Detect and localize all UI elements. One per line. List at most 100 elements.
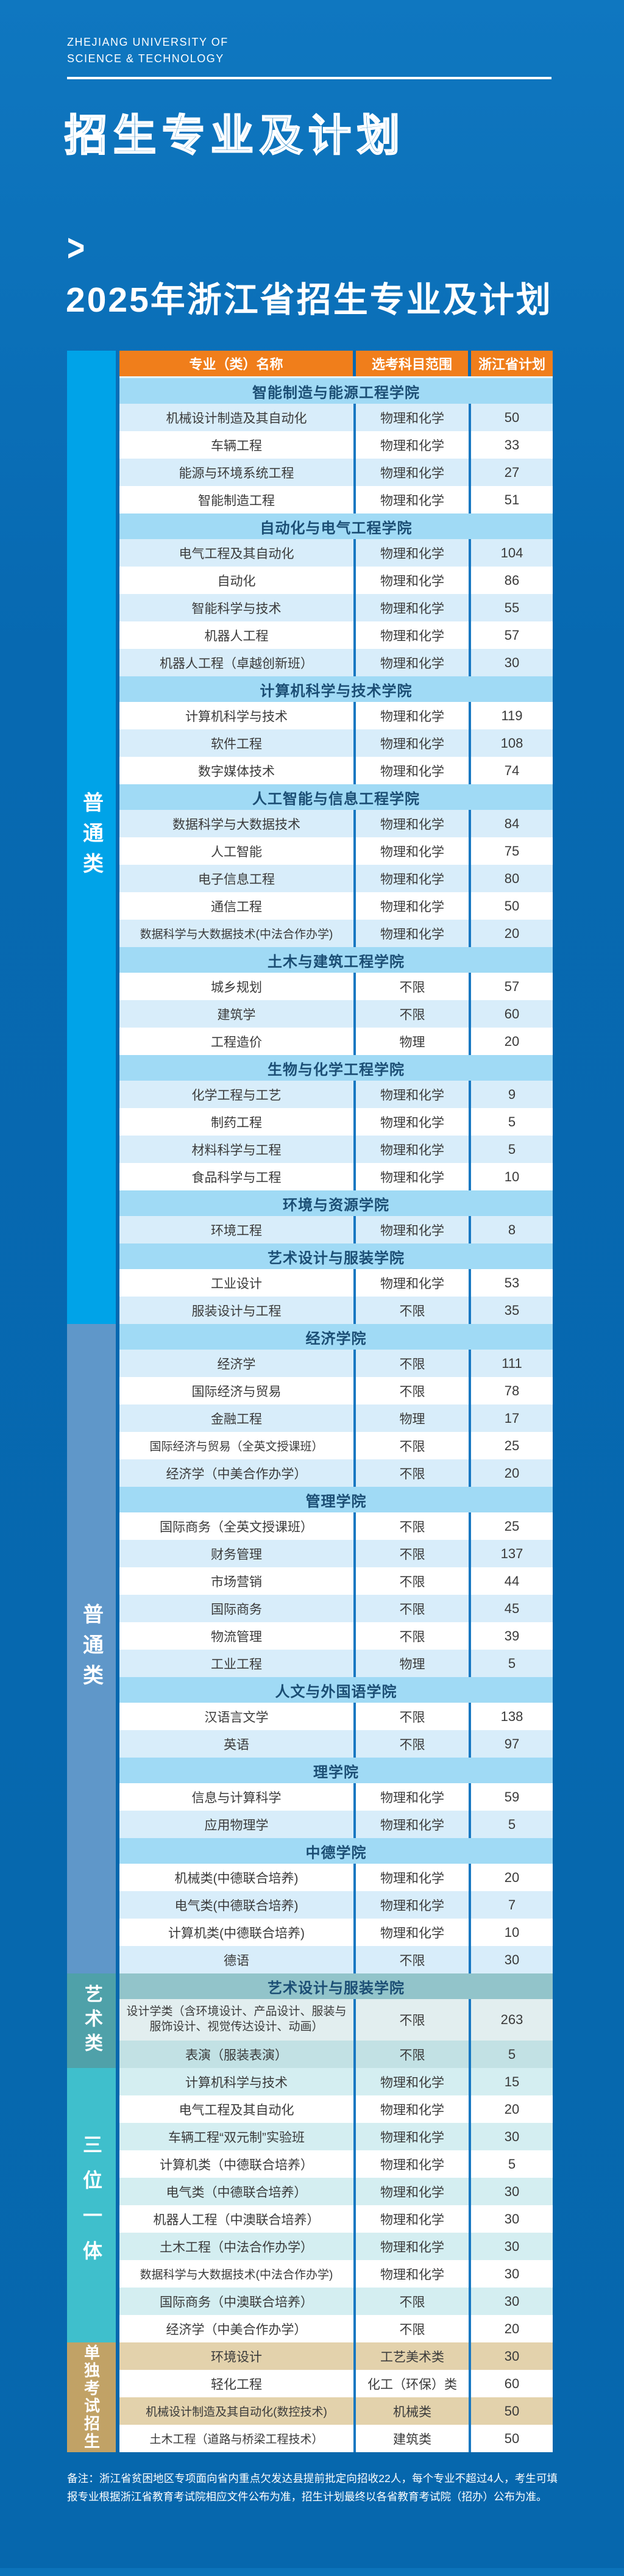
subjects-cell: 物理和化学 [356,810,471,837]
plan-cell: 59 [504,1789,520,1805]
table-row: 国际经济与贸易 不限 78 [119,1377,553,1404]
plan-cell: 80 [504,870,520,886]
major-cell: 建筑学 [119,1000,356,1028]
subjects-cell: 不限 [356,1512,471,1540]
plan-cell: 50 [504,898,520,914]
subjects-cell: 物理和化学 [356,1891,471,1919]
table-row: 德语 不限 30 [119,1946,553,1973]
subjects-cell: 物理和化学 [356,459,471,486]
table-row: 数据科学与大数据技术 物理和化学 84 [119,810,553,837]
subjects-cell: 物理和化学 [356,757,471,784]
subjects-cell: 机械类 [356,2397,471,2425]
table-row: 智能制造工程 物理和化学 51 [119,486,553,513]
logo-line1: ZHEJIANG UNIVERSITY OF [67,36,229,48]
subjects-cell: 物理和化学 [356,1081,471,1108]
plan-cell: 30 [504,2183,520,2199]
major-cell: 机器人工程（卓越创新班） [119,649,356,676]
table-row: 工业设计 物理和化学 53 [119,1269,553,1297]
table-row: 机械类(中德联合培养) 物理和化学 20 [119,1864,553,1891]
plan-cell: 50 [504,409,520,425]
subjects-cell: 不限 [356,2041,471,2068]
major-cell: 机器人工程 [119,621,356,649]
subjects-cell: 物理和化学 [356,649,471,676]
plan-cell: 50 [504,2430,520,2446]
major-cell: 工程造价 [119,1028,356,1055]
major-cell: 制药工程 [119,1108,356,1136]
plan-cell: 35 [504,1302,520,1318]
subjects-cell: 不限 [356,1730,471,1758]
divider-rule [67,77,551,79]
major-cell: 金融工程 [119,1404,356,1432]
plan-cell: 57 [504,978,520,994]
subjects-cell: 物理和化学 [356,2260,471,2288]
subjects-cell: 不限 [356,1540,471,1567]
table-row: 软件工程 物理和化学 108 [119,729,553,757]
table-row: 国际商务 不限 45 [119,1595,553,1622]
subjects-cell: 不限 [356,1595,471,1622]
subjects-cell: 物理和化学 [356,1136,471,1163]
table-row: 财务管理 不限 137 [119,1540,553,1567]
category-sidebar: 普通类 普通类 艺术类 三位一体 单独考试招生 [67,351,116,2452]
major-cell: 经济学（中美合作办学） [119,2315,356,2342]
major-cell: 经济学 [119,1350,356,1377]
table-row: 服装设计与工程 不限 35 [119,1297,553,1324]
plan-cell: 111 [502,1355,522,1371]
table-row: 土木工程（道路与桥梁工程技术） 建筑类 50 [119,2425,553,2452]
major-cell: 国际经济与贸易 [119,1377,356,1404]
subjects-cell: 不限 [356,1999,471,2041]
subjects-cell: 不限 [356,1377,471,1404]
sidebar-category-label: 艺术类 [82,1984,102,2058]
subjects-cell: 物理和化学 [356,1811,471,1838]
subjects-cell: 不限 [356,1459,471,1487]
subjects-cell: 物理和化学 [356,1108,471,1136]
college-band: 土木与建筑工程学院 [119,947,553,973]
table-row: 人工智能 物理和化学 75 [119,837,553,865]
bottom-strip [0,2568,624,2576]
subjects-cell: 不限 [356,1946,471,1973]
major-cell: 设计学类（含环境设计、产品设计、服装与服饰设计、视觉传达设计、动画） [119,1999,356,2041]
plan-cell: 30 [504,2238,520,2254]
major-cell: 工业工程 [119,1650,356,1677]
subjects-cell: 不限 [356,1567,471,1595]
plan-cell: 50 [504,2403,520,2419]
table-row: 车辆工程 物理和化学 33 [119,431,553,459]
table-row: 经济学 不限 111 [119,1350,553,1377]
plan-cell: 108 [500,735,523,751]
plan-cell: 10 [504,1168,520,1184]
college-band: 中德学院 [119,1838,553,1864]
table-row: 计算机类(中德联合培养) 物理和化学 10 [119,1919,553,1946]
major-cell: 物流管理 [119,1622,356,1650]
major-cell: 自动化 [119,567,356,594]
plan-cell: 25 [504,1518,520,1534]
major-cell: 国际商务（中澳联合培养） [119,2288,356,2315]
subjects-cell: 物理和化学 [356,1864,471,1891]
subjects-cell: 物理和化学 [356,837,471,865]
table-row: 土木工程（中法合作办学） 物理和化学 30 [119,2233,553,2260]
college-band: 环境与资源学院 [119,1190,553,1216]
college-band: 人工智能与信息工程学院 [119,784,553,810]
college-band: 人文与外国语学院 [119,1677,553,1703]
subjects-cell: 建筑类 [356,2425,471,2452]
plan-cell: 5 [508,1816,516,1832]
major-cell: 数据科学与大数据技术 [119,810,356,837]
plan-cell: 20 [504,1465,520,1481]
college-band: 智能制造与能源工程学院 [119,378,553,404]
subjects-cell: 物理和化学 [356,865,471,892]
table-row: 能源与环境系统工程 物理和化学 27 [119,459,553,486]
plan-cell: 60 [504,2375,520,2391]
major-cell: 财务管理 [119,1540,356,1567]
subjects-cell: 物理 [356,1650,471,1677]
subjects-cell: 物理和化学 [356,2205,471,2233]
plan-cell: 20 [504,2101,520,2117]
sidebar-category-4: 单独考试招生 [67,2342,116,2452]
major-cell: 国际商务 [119,1595,356,1622]
table-row: 化学工程与工艺 物理和化学 9 [119,1081,553,1108]
plan-cell: 27 [504,464,520,480]
subjects-cell: 物理 [356,1404,471,1432]
plan-cell: 5 [508,1655,516,1671]
plan-cell: 7 [508,1897,516,1912]
subjects-cell: 物理和化学 [356,729,471,757]
table-row: 电气类(中德联合培养) 物理和化学 7 [119,1891,553,1919]
major-cell: 数据科学与大数据技术(中法合作办学) [119,920,356,947]
